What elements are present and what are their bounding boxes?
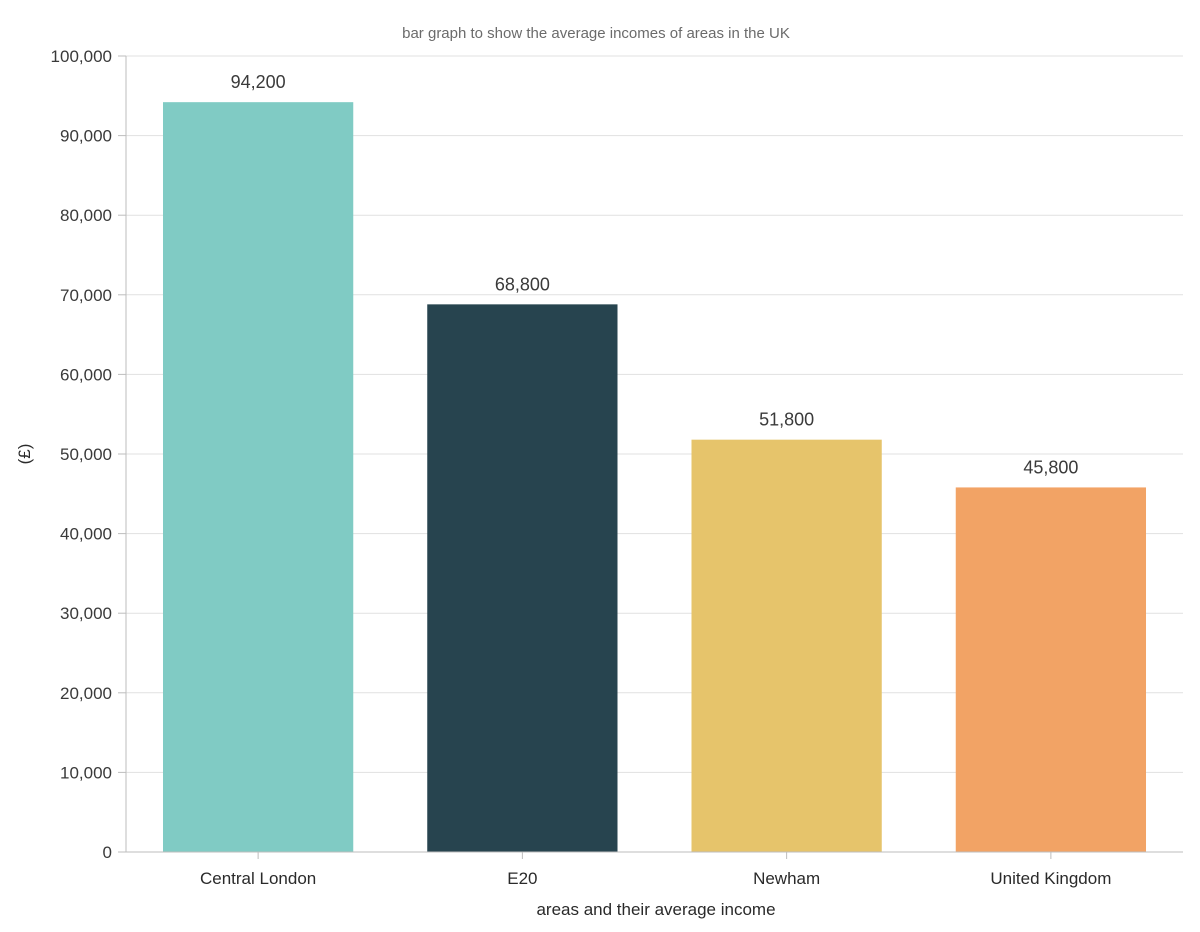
data-label: 68,800 — [495, 274, 550, 294]
bar — [427, 304, 618, 852]
x-tick-label: Central London — [200, 869, 316, 888]
value-labels: 94,200 68,800 51,800 45,800 — [231, 72, 1079, 477]
y-tick-label: 80,000 — [60, 206, 112, 225]
bars — [162, 102, 1147, 853]
bar — [955, 487, 1147, 852]
y-tick-label: 10,000 — [60, 763, 112, 782]
y-tick-label: 40,000 — [60, 525, 112, 544]
y-tick-label: 70,000 — [60, 286, 112, 305]
x-tick-label: Newham — [753, 869, 820, 888]
y-tick-label: 50,000 — [60, 445, 112, 464]
y-axis-title: (£) — [15, 444, 34, 465]
data-label: 45,800 — [1023, 457, 1078, 477]
bar — [162, 102, 354, 853]
x-tick-label: E20 — [507, 869, 537, 888]
y-tick-label: 30,000 — [60, 604, 112, 623]
data-label: 94,200 — [231, 72, 286, 92]
y-tick-label: 20,000 — [60, 684, 112, 703]
y-tick-label: 60,000 — [60, 365, 112, 384]
bar — [691, 439, 882, 852]
y-tick-label: 100,000 — [51, 47, 112, 66]
chart-title: bar graph to show the average incomes of… — [402, 25, 790, 42]
y-tick-label: 0 — [103, 843, 112, 862]
y-axis: 0 10,000 20,000 30,000 40,000 50,000 60,000 70,… — [51, 47, 127, 862]
data-label: 51,800 — [759, 410, 814, 430]
y-tick-label: 90,000 — [60, 127, 112, 146]
x-axis-title: areas and their average income — [536, 900, 775, 919]
x-tick-label: United Kingdom — [990, 869, 1111, 888]
x-axis: Central London E20 Newham United Kingdom — [126, 851, 1183, 888]
